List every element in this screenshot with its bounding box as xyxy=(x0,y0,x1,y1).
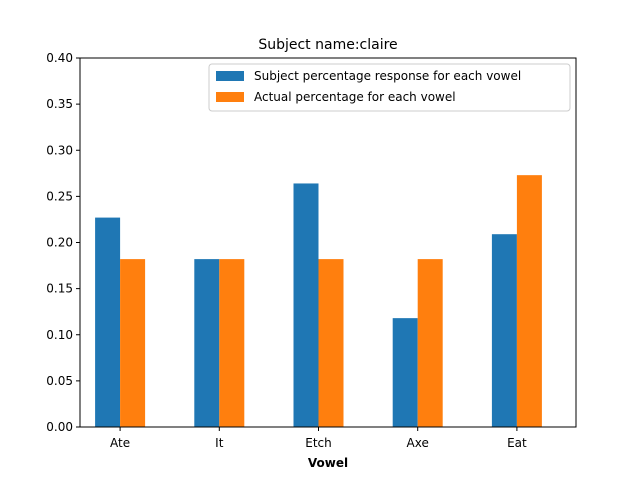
y-tick-label: 0.15 xyxy=(46,282,73,296)
bar-actual-axe xyxy=(417,259,443,427)
bar-actual-it xyxy=(219,259,245,427)
bar-actual-ate xyxy=(120,259,146,427)
y-tick-label: 0.05 xyxy=(46,374,73,388)
legend-label-subject: Subject percentage response for each vow… xyxy=(254,69,521,83)
bar-subject-etch xyxy=(293,183,319,427)
bar-actual-etch xyxy=(318,259,344,427)
legend-box xyxy=(208,63,571,112)
bar-subject-ate xyxy=(95,217,121,427)
x-tick-label-it: It xyxy=(215,436,224,450)
x-tick-label-etch: Etch xyxy=(305,436,332,450)
chart-title: Subject name:claire xyxy=(258,37,397,53)
bar-subject-eat xyxy=(491,234,517,427)
x-axis: Ate It Etch Axe Eat xyxy=(110,427,527,450)
y-tick-label: 0.25 xyxy=(46,189,73,203)
legend-swatch-subject xyxy=(216,71,244,81)
bar-actual-eat xyxy=(516,175,542,427)
y-tick-label: 0.20 xyxy=(46,236,73,250)
bar-subject-axe xyxy=(392,318,418,427)
x-axis-label: Vowel xyxy=(308,456,348,470)
y-tick-label: 0.00 xyxy=(46,420,73,434)
y-axis: 0.00 0.05 0.10 0.15 0.20 0.25 0.30 0.35 0.40 xyxy=(46,51,80,434)
x-tick-label-ate: Ate xyxy=(110,436,130,450)
legend-label-actual: Actual percentage for each vowel xyxy=(254,90,456,104)
x-tick-label-axe: Axe xyxy=(407,436,429,450)
y-tick-label: 0.30 xyxy=(46,143,73,157)
y-tick-label: 0.40 xyxy=(46,51,73,65)
y-tick-label: 0.35 xyxy=(46,97,73,111)
plot-frame xyxy=(79,57,577,428)
bars-group xyxy=(95,175,542,427)
x-tick-label-eat: Eat xyxy=(507,436,527,450)
legend: Subject percentage response for each vow… xyxy=(208,63,571,112)
bar-subject-it xyxy=(194,259,220,427)
y-tick-label: 0.10 xyxy=(46,328,73,342)
legend-swatch-actual xyxy=(216,92,244,102)
